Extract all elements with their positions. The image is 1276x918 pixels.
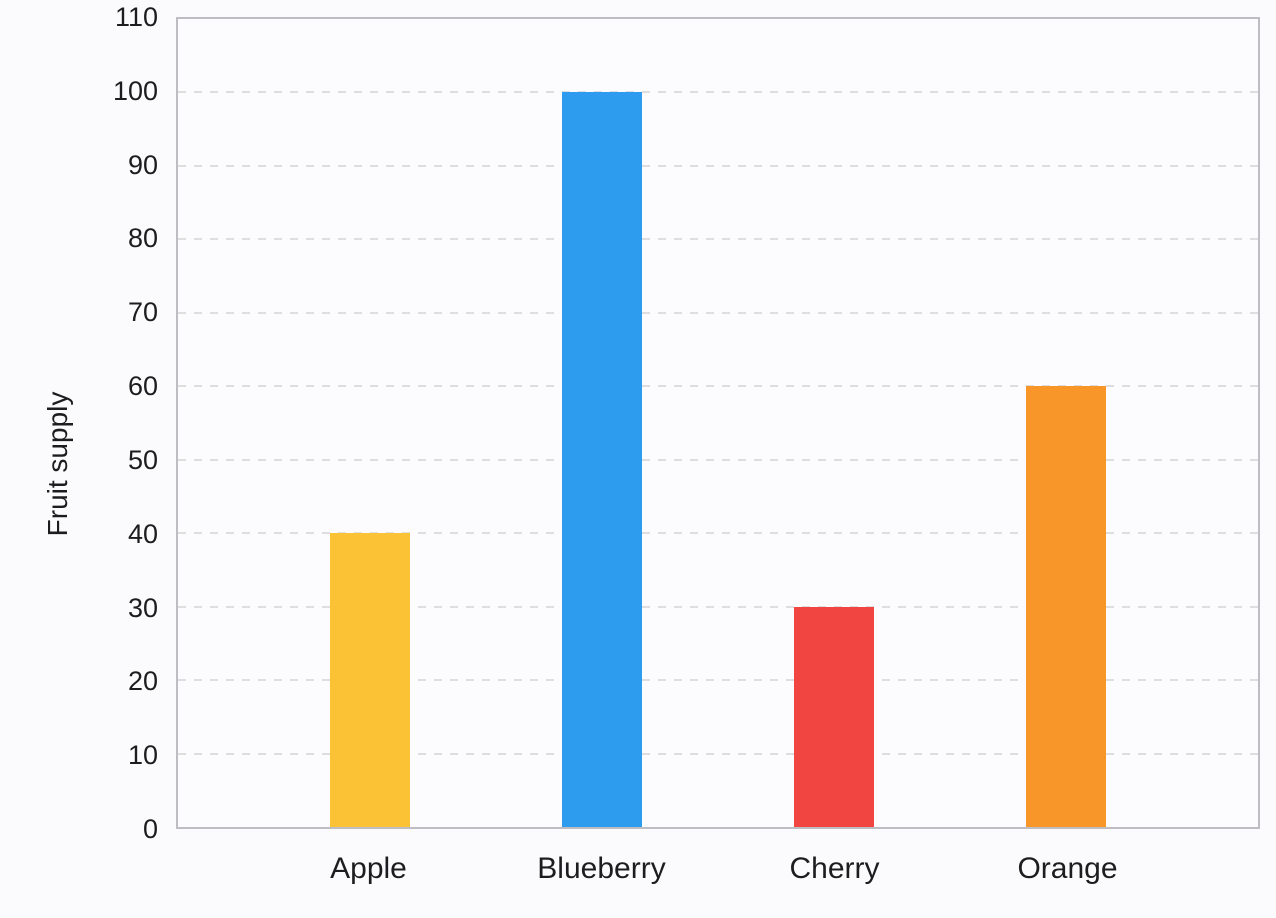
gridline-100 xyxy=(178,91,1258,94)
y-tick-label: 40 xyxy=(127,518,158,549)
y-tick-label: 60 xyxy=(127,371,158,402)
bar-blueberry xyxy=(562,92,642,827)
bar-slot-orange xyxy=(950,19,1182,827)
gridline-50 xyxy=(178,458,1258,461)
gridline-40 xyxy=(178,532,1258,535)
y-tick-label: 20 xyxy=(127,666,158,697)
x-tick-label-cherry: Cherry xyxy=(789,852,880,885)
x-axis-tick-labels: Apple Blueberry Cherry Orange xyxy=(176,852,1260,886)
gridline-70 xyxy=(178,311,1258,314)
x-tick-label-blueberry: Blueberry xyxy=(537,852,666,885)
bar-cherry xyxy=(794,606,874,827)
x-tick-label-apple: Apple xyxy=(330,852,407,885)
bar-slot-apple xyxy=(254,19,486,827)
y-tick-label: 10 xyxy=(127,740,158,771)
y-tick-label: 90 xyxy=(127,149,158,180)
gridline-80 xyxy=(178,238,1258,241)
gridlines xyxy=(178,19,1258,827)
y-tick-label: 100 xyxy=(112,75,158,106)
y-tick-label: 50 xyxy=(127,444,158,475)
bar-slot-blueberry xyxy=(486,19,718,827)
bar-apple xyxy=(330,533,410,827)
y-tick-label: 0 xyxy=(142,814,158,844)
bars xyxy=(178,19,1258,827)
y-tick-label: 30 xyxy=(127,592,158,623)
x-tick-label-orange: Orange xyxy=(1017,852,1118,885)
gridline-90 xyxy=(178,164,1258,167)
y-axis-tick-labels: 0 10 20 30 40 50 60 70 80 90 100 110 xyxy=(0,0,158,918)
plot-area xyxy=(176,17,1260,829)
gridline-10 xyxy=(178,752,1258,755)
bar-orange xyxy=(1026,386,1106,827)
bar-slot-cherry xyxy=(718,19,950,827)
gridline-20 xyxy=(178,679,1258,682)
gridline-60 xyxy=(178,385,1258,388)
gridline-30 xyxy=(178,605,1258,608)
y-tick-label: 80 xyxy=(127,223,158,254)
y-tick-label: 110 xyxy=(114,2,158,32)
y-tick-label: 70 xyxy=(127,297,158,328)
